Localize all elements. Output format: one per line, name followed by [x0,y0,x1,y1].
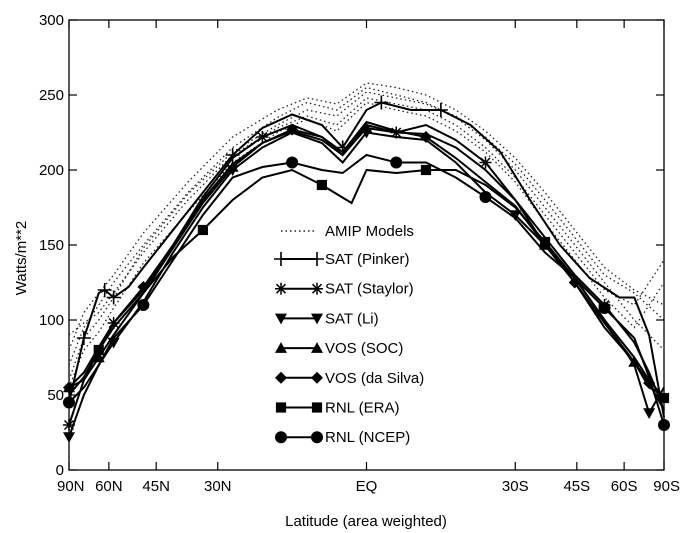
series-marker [275,313,287,325]
series-marker [311,313,323,325]
amip-model-line [68,97,665,336]
series-marker [275,402,287,413]
legend-label: RNL (NCEP) [325,429,410,446]
series-marker [311,402,323,413]
legend-label: VOS (SOC) [325,340,403,357]
series-rnl-ncep [63,153,670,431]
series-marker [275,342,287,353]
y-tick-label: 100 [39,312,64,329]
x-tick-label: 60S [611,478,638,495]
series-marker [311,342,323,353]
legend-item-sat-li: SAT (Li) [275,310,379,327]
series-marker [63,432,75,443]
series-marker [106,290,121,305]
series-marker [311,371,323,384]
x-tick-label: 90N [57,478,85,495]
x-tick-label: 30N [204,478,232,495]
legend-label: SAT (Pinker) [325,251,409,268]
x-tick-label: 30S [502,478,529,495]
y-axis-ticks: 0 50 100 150 200 250 300 [39,12,664,479]
legend-item-vos-soc: VOS (SOC) [275,340,403,357]
series-marker [433,103,448,117]
series-marker [598,302,611,314]
legend-label: SAT (Li) [325,310,379,327]
series-marker [311,282,323,295]
legend: AMIP Models SAT (Pinker) SAT (Staylor) SAT … [274,223,424,446]
series-marker [93,344,104,356]
series-marker [658,419,670,431]
series-marker [568,276,581,289]
series-marker [643,408,656,419]
x-tick-label: 45N [142,478,170,495]
series-marker [360,122,373,133]
y-tick-label: 50 [47,387,64,404]
series-marker [316,179,327,191]
series-marker [311,431,323,444]
series-marker [479,191,492,203]
legend-item-rnl-era: RNL (ERA) [275,400,399,417]
y-tick-label: 200 [39,162,64,179]
legend-label: RNL (ERA) [325,400,399,417]
series-marker [420,164,432,176]
series-marker [390,156,403,169]
series-marker [539,236,551,248]
legend-item-rnl-ncep: RNL (NCEP) [275,429,410,446]
y-axis-label: Watts/m**2 [13,221,30,295]
series-marker [197,224,208,236]
series-marker [275,431,287,444]
series-marker [275,371,287,384]
series-lines [63,95,670,443]
amip-model-lines [68,82,665,388]
series-marker [479,156,492,169]
x-axis-label: Latitude (area weighted) [285,513,447,530]
y-tick-label: 150 [39,237,64,254]
x-axis-ticks: 90N 60N 45N 30N EQ 30S 45S 60S 90S [57,20,680,495]
series-marker [374,95,389,110]
legend-item-amip: AMIP Models [281,223,414,240]
x-tick-label: EQ [356,478,378,495]
series-marker [509,210,522,221]
series-marker [274,252,288,266]
legend-item-sat-pinker: SAT (Pinker) [274,251,409,268]
legend-label: SAT (Staylor) [325,281,414,298]
series-line [68,120,665,411]
series-marker [286,123,299,136]
series-marker [658,392,670,404]
series-marker [256,131,269,143]
legend-label: AMIP Models [325,223,414,240]
series-marker [97,283,112,297]
y-tick-label: 250 [39,87,64,104]
series-line [68,153,665,426]
series-marker [63,419,75,431]
legend-item-sat-staylor: SAT (Staylor) [275,281,414,298]
series-marker [137,299,150,311]
series-rnl-era [68,164,670,404]
series-marker [76,331,91,345]
y-tick-label: 0 [56,462,64,479]
series-marker [420,131,432,143]
series-marker [286,156,299,169]
series-marker [310,252,324,266]
legend-label: VOS (da Silva) [325,370,424,387]
series-marker [63,396,75,409]
y-tick-label: 300 [39,12,64,29]
x-tick-label: 45S [563,478,590,495]
series-marker [275,282,287,295]
x-tick-label: 60N [95,478,123,495]
legend-item-vos-da-silva: VOS (da Silva) [275,370,424,387]
series-line [68,168,665,399]
x-tick-label: 90S [653,478,680,495]
